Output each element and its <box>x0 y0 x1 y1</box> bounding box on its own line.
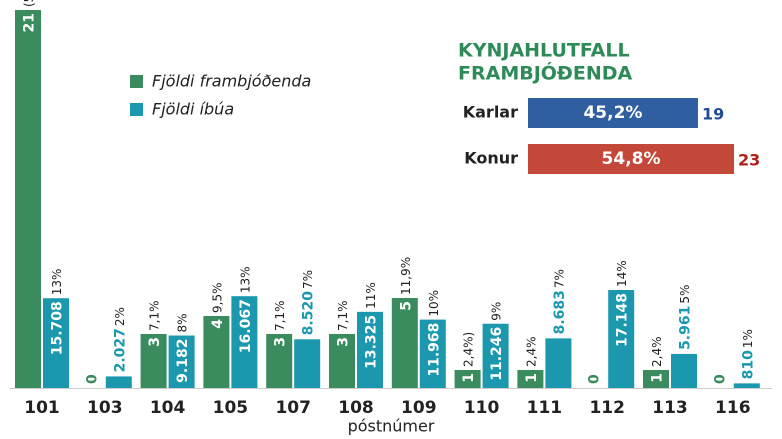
bar <box>733 383 760 388</box>
value-label: 16.067 <box>238 299 254 353</box>
bar <box>608 290 635 388</box>
share-label: 13% <box>238 267 252 294</box>
value-label: 4 <box>210 319 226 329</box>
bar <box>168 335 195 388</box>
share-label: 8% <box>176 313 190 332</box>
value-label: 3 <box>273 337 289 347</box>
share-label: 7,1% <box>273 301 287 332</box>
share-label: 13% <box>50 269 64 296</box>
value-label: 17.148 <box>615 293 631 347</box>
share-label: (50%) <box>22 0 36 7</box>
bar <box>454 370 481 388</box>
bar <box>105 376 132 388</box>
x-tick-label: 112 <box>589 398 625 418</box>
x-tick-label: 116 <box>715 398 751 418</box>
bar <box>391 298 418 388</box>
inset-title: FRAMBJÓÐENDA <box>458 61 632 85</box>
x-tick-label: 103 <box>87 398 123 418</box>
bar <box>482 323 509 388</box>
value-label: 11.968 <box>426 323 442 377</box>
share-label: 7,1% <box>148 301 162 332</box>
bar <box>528 144 735 174</box>
bar <box>545 338 572 388</box>
share-label: 1% <box>741 329 755 348</box>
bar <box>266 334 293 388</box>
value-label: 13.325 <box>364 315 380 369</box>
bar <box>419 319 446 388</box>
x-tick-label: 113 <box>652 398 688 418</box>
bar <box>528 98 698 128</box>
x-tick-label: 105 <box>213 398 249 418</box>
value-label: 1 <box>650 373 666 383</box>
value-label: 45,2% <box>583 103 642 123</box>
value-label: 1 <box>461 373 477 383</box>
legend-swatch <box>130 75 143 88</box>
value-label: 8.683 <box>552 290 568 334</box>
bar <box>671 353 697 388</box>
share-label: 2% <box>113 307 127 326</box>
share-label: 7% <box>552 269 566 288</box>
bar <box>643 370 669 388</box>
legend-label: Fjöldi frambjóðenda <box>152 72 311 91</box>
bar <box>140 334 167 388</box>
x-tick-label: 107 <box>275 398 311 418</box>
value-label: 9.182 <box>175 339 191 383</box>
bar <box>15 10 41 388</box>
share-label: 11% <box>364 282 378 309</box>
share-label: 2,4% <box>650 337 664 368</box>
bar <box>517 370 544 388</box>
value-label: 0 <box>84 374 100 384</box>
category-label: Karlar <box>463 103 518 122</box>
share-label: 11,9% <box>399 257 413 295</box>
x-tick-label: 110 <box>464 398 500 418</box>
share-label: 2,4% <box>524 337 538 368</box>
count-label: 23 <box>738 151 760 170</box>
share-label: 5% <box>678 285 692 304</box>
bar <box>203 316 230 388</box>
share-label: 14% <box>615 260 629 287</box>
share-label: 2,4%) <box>462 332 476 367</box>
value-label: 3 <box>336 337 352 347</box>
value-label: 15.708 <box>50 301 66 355</box>
legend-swatch <box>130 103 143 116</box>
share-label: 9% <box>490 302 504 321</box>
bar <box>43 298 69 388</box>
inset-title: KYNJAHLUTFALL <box>458 40 630 62</box>
bar <box>231 296 258 388</box>
value-label: 21 <box>22 13 38 32</box>
share-label: 7,1% <box>336 301 350 332</box>
count-label: 19 <box>702 105 724 124</box>
share-label: 9,5% <box>210 283 224 314</box>
value-label: 11.246 <box>489 327 505 381</box>
share-label: 10% <box>427 290 441 317</box>
value-label: 0 <box>712 374 728 384</box>
category-label: Konur <box>464 149 518 168</box>
x-tick-label: 101 <box>24 398 60 418</box>
value-label: 810 <box>740 350 756 379</box>
bar <box>294 339 321 388</box>
value-label: 0 <box>587 374 603 384</box>
bar <box>329 334 355 388</box>
value-label: 5 <box>398 301 414 311</box>
value-label: 54,8% <box>602 149 661 169</box>
share-label: 7% <box>301 270 315 289</box>
value-label: 5.961 <box>678 306 694 350</box>
value-label: 1 <box>524 373 540 383</box>
value-label: 8.520 <box>301 291 317 336</box>
x-tick-label: 108 <box>338 398 374 418</box>
value-label: 2.027 <box>112 328 128 372</box>
legend-label: Fjöldi íbúa <box>152 100 234 119</box>
x-axis-label: póstnúmer <box>348 417 435 436</box>
value-label: 3 <box>147 337 163 347</box>
x-tick-label: 111 <box>527 398 563 418</box>
bar <box>357 311 383 388</box>
x-tick-label: 104 <box>150 398 186 418</box>
x-tick-label: 109 <box>401 398 437 418</box>
